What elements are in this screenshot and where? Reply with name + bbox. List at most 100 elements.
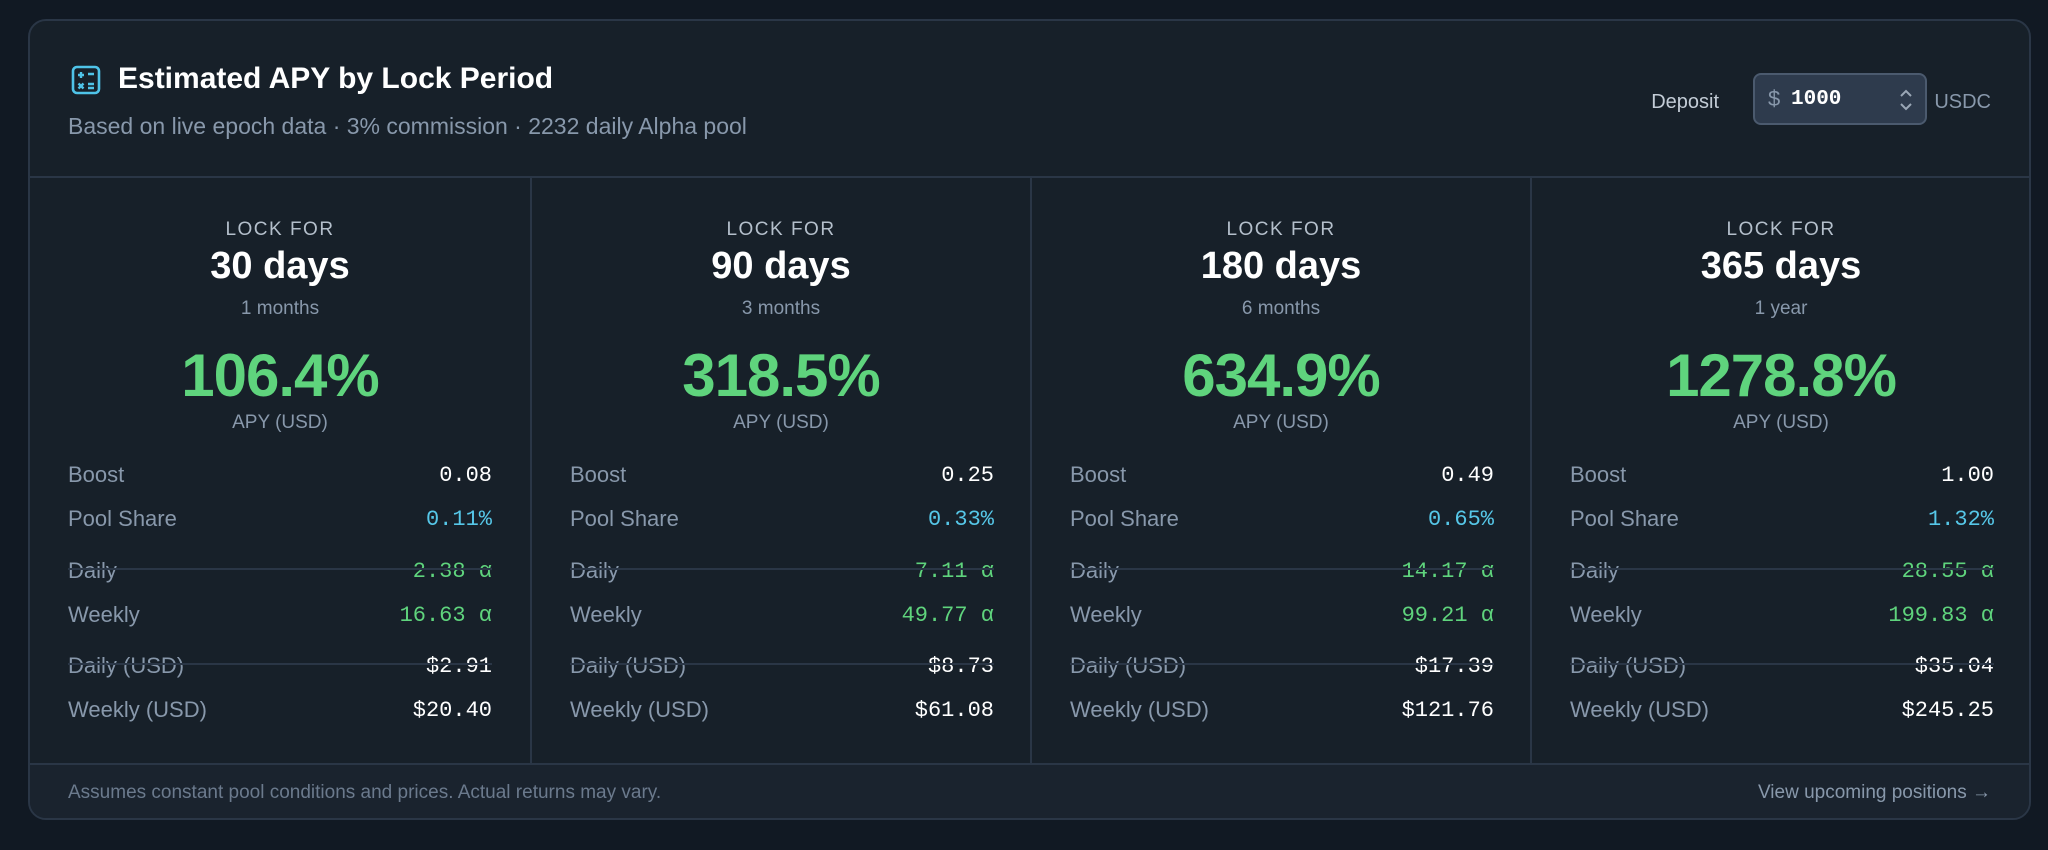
lock-months: 1 year	[1754, 298, 1808, 319]
daily-alpha-row-value: 2.38 α	[412, 559, 492, 584]
weekly-alpha-row-label: Weekly	[1070, 602, 1142, 627]
daily-usd-row-value: $17.39	[1414, 654, 1494, 679]
daily-usd-row-label: Daily (USD)	[570, 653, 687, 678]
daily-usd-row: Daily (USD) $8.73	[570, 653, 994, 683]
weekly-alpha-row-value: 199.83 α	[1888, 603, 1994, 628]
daily-usd-row: Daily (USD) $35.04	[1570, 653, 1994, 683]
pool-share-row-value: 0.33%	[927, 507, 994, 532]
lock-days: 30 days	[210, 245, 350, 287]
weekly-alpha-row-value: 16.63 α	[399, 603, 492, 628]
daily-alpha-row-label: Daily	[1070, 558, 1119, 583]
dollar-sign-icon: $	[1768, 86, 1781, 111]
daily-usd-row-label: Daily (USD)	[1070, 653, 1187, 678]
daily-alpha-row-value: 14.17 α	[1401, 559, 1494, 584]
weekly-usd-row-value: $61.08	[914, 698, 994, 723]
daily-alpha-row-value: 7.11 α	[914, 559, 994, 584]
stats-divider	[68, 663, 492, 665]
weekly-usd-row-value: $20.40	[412, 698, 492, 723]
lock-for-label: LOCK FOR	[1226, 219, 1336, 240]
daily-alpha-row: Daily 7.11 α	[570, 558, 994, 588]
daily-alpha-row: Daily 28.55 α	[1570, 558, 1994, 588]
stats-divider	[570, 663, 994, 665]
lock-for-label: LOCK FOR	[1726, 219, 1836, 240]
boost-row-label: Boost	[570, 462, 627, 487]
daily-usd-row: Daily (USD) $17.39	[1070, 653, 1494, 683]
lock-days: 90 days	[711, 245, 851, 287]
pool-share-row-label: Pool Share	[68, 506, 177, 531]
pool-share-row: Pool Share 0.11%	[68, 506, 492, 536]
weekly-usd-row: Weekly (USD) $61.08	[570, 697, 994, 727]
apy-value: 634.9%	[1182, 342, 1381, 409]
stats-divider	[1070, 663, 1494, 665]
deposit-field[interactable]: $	[1753, 73, 1927, 125]
weekly-alpha-row-label: Weekly	[570, 602, 642, 627]
lock-period-column: LOCK FOR 180 days 6 months 634.9% APY (USD) B…	[1030, 178, 1530, 763]
apy-unit-label: APY (USD)	[1233, 412, 1329, 433]
daily-alpha-row: Daily 2.38 α	[68, 558, 492, 588]
boost-row-value: 0.49	[1441, 463, 1494, 488]
daily-alpha-row-label: Daily	[1570, 558, 1619, 583]
pool-share-row: Pool Share 0.65%	[1070, 506, 1494, 536]
weekly-alpha-row-label: Weekly	[68, 602, 140, 627]
boost-row-value: 1.00	[1941, 463, 1994, 488]
boost-row: Boost 0.08	[68, 462, 492, 492]
weekly-usd-row: Weekly (USD) $121.76	[1070, 697, 1494, 727]
weekly-usd-row-label: Weekly (USD)	[68, 697, 207, 722]
daily-alpha-row-label: Daily	[570, 558, 619, 583]
lock-days: 365 days	[1700, 245, 1862, 287]
daily-usd-row-value: $2.91	[425, 654, 492, 679]
daily-usd-row: Daily (USD) $2.91	[68, 653, 492, 683]
card-title: Estimated APY by Lock Period	[118, 62, 554, 95]
daily-usd-row-label: Daily (USD)	[1570, 653, 1687, 678]
view-upcoming-positions-link[interactable]: View upcoming positions →	[1757, 782, 1991, 803]
pool-share-row: Pool Share 1.32%	[1570, 506, 1994, 536]
apy-estimate-card: Estimated APY by Lock Period Based on li…	[28, 19, 2031, 820]
stats-divider	[570, 568, 994, 570]
lock-months: 1 months	[240, 298, 320, 319]
weekly-usd-row-label: Weekly (USD)	[1070, 697, 1209, 722]
lock-days: 180 days	[1200, 245, 1362, 287]
pool-share-row-value: 1.32%	[1927, 507, 1994, 532]
apy-value: 318.5%	[682, 342, 881, 409]
calculator-icon	[71, 65, 101, 95]
weekly-usd-row-label: Weekly (USD)	[570, 697, 709, 722]
card-subtitle: Based on live epoch data · 3% commission…	[68, 113, 747, 139]
boost-row-label: Boost	[68, 462, 125, 487]
weekly-alpha-row: Weekly 199.83 α	[1570, 602, 1994, 632]
daily-alpha-row-label: Daily	[68, 558, 117, 583]
apy-unit-label: APY (USD)	[1733, 412, 1829, 433]
lock-months: 3 months	[741, 298, 821, 319]
boost-row: Boost 0.49	[1070, 462, 1494, 492]
weekly-alpha-row-value: 99.21 α	[1401, 603, 1494, 628]
card-header: Estimated APY by Lock Period Based on li…	[30, 21, 2029, 178]
boost-row-label: Boost	[1070, 462, 1127, 487]
pool-share-row-label: Pool Share	[570, 506, 679, 531]
deposit-label: Deposit	[1651, 91, 1719, 113]
pool-share-row-label: Pool Share	[1070, 506, 1179, 531]
weekly-usd-row-value: $245.25	[1901, 698, 1994, 723]
pool-share-row-value: 0.65%	[1427, 507, 1494, 532]
stats-divider	[68, 568, 492, 570]
deposit-unit: USDC	[1934, 91, 1991, 113]
pool-share-row-value: 0.11%	[425, 507, 492, 532]
weekly-alpha-row-value: 49.77 α	[901, 603, 994, 628]
weekly-alpha-row: Weekly 16.63 α	[68, 602, 492, 632]
card-footer: Assumes constant pool conditions and pri…	[30, 763, 2029, 818]
daily-usd-row-value: $35.04	[1914, 654, 1994, 679]
weekly-alpha-row: Weekly 99.21 α	[1070, 602, 1494, 632]
lock-for-label: LOCK FOR	[225, 219, 335, 240]
daily-usd-row-label: Daily (USD)	[68, 653, 185, 678]
apy-value: 1278.8%	[1666, 342, 1897, 409]
boost-row-label: Boost	[1570, 462, 1627, 487]
boost-row: Boost 1.00	[1570, 462, 1994, 492]
apy-unit-label: APY (USD)	[232, 412, 328, 433]
lock-period-column: LOCK FOR 365 days 1 year 1278.8% APY (USD) Bo…	[1530, 178, 2029, 763]
pool-share-row: Pool Share 0.33%	[570, 506, 994, 536]
number-stepper-icon[interactable]	[1899, 87, 1913, 113]
deposit-input[interactable]	[1791, 84, 1881, 114]
lock-period-columns: LOCK FOR 30 days 1 months 106.4% APY (USD) Bo…	[30, 178, 2029, 763]
weekly-alpha-row: Weekly 49.77 α	[570, 602, 994, 632]
weekly-usd-row-label: Weekly (USD)	[1570, 697, 1709, 722]
disclaimer-text: Assumes constant pool conditions and pri…	[68, 782, 662, 803]
boost-row-value: 0.08	[439, 463, 492, 488]
